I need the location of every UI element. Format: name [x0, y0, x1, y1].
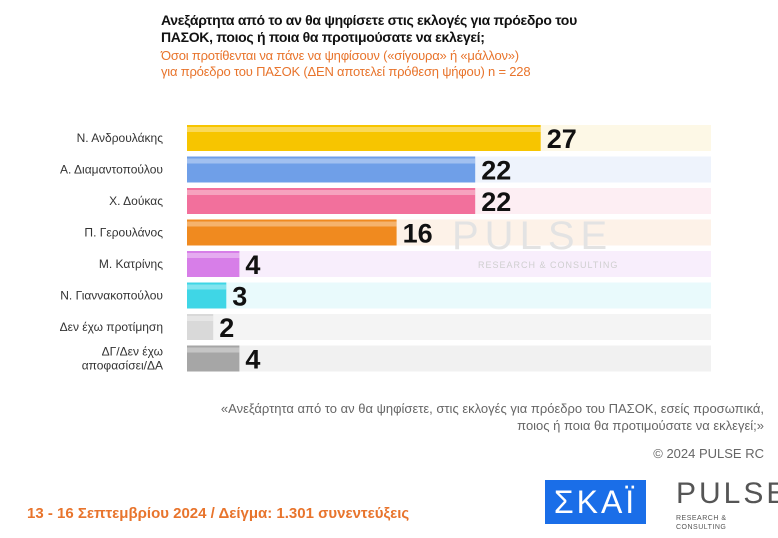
subtitle-line: Όσοι προτίθενται να πάνε να ψηφίσουν («σ… — [161, 48, 519, 63]
value-label: 4 — [245, 250, 260, 280]
bar — [187, 188, 476, 214]
value-label: 2 — [219, 313, 234, 343]
category-label: Ν. Ανδρουλάκης — [77, 131, 164, 145]
bar-track — [187, 314, 711, 340]
bar-highlight — [187, 347, 240, 353]
bar — [187, 125, 541, 151]
category-label: Π. Γερουλάνος — [84, 226, 163, 240]
watermark-sub: RESEARCH & CONSULTING — [478, 260, 619, 270]
bar-chart: Ν. Ανδρουλάκης 27 Α. Διαμαντοπούλου 22 Χ. Δο… — [60, 124, 711, 375]
bar — [187, 219, 397, 246]
subtitle-line: για πρόεδρο του ΠΑΣΟΚ (ΔΕΝ αποτελεί πρόθ… — [161, 64, 531, 79]
chart-title: Ανεξάρτητα από το αν θα ψηφίσετε στις εκ… — [161, 12, 577, 45]
footer-date-sample: 13 - 16 Σεπτεμβρίου 2024 / Δείγμα: 1.301… — [27, 505, 410, 522]
bar-highlight — [187, 253, 240, 258]
question-line: «Ανεξάρτητα από το αν θα ψηφίσετε, στις … — [220, 401, 764, 416]
bar — [187, 345, 240, 372]
bar-highlight — [187, 127, 541, 132]
category-label: ΔΓ/Δεν έχω — [102, 345, 163, 359]
category-label: Μ. Κατρίνης — [99, 257, 163, 271]
bar-highlight — [187, 284, 227, 290]
category-label: Ν. Γιαννακοπούλου — [60, 289, 163, 303]
category-label: Χ. Δούκας — [109, 194, 163, 208]
category-label: Α. Διαμαντοπούλου — [60, 163, 163, 177]
watermark: PULSE — [452, 214, 614, 258]
value-label: 16 — [403, 219, 433, 249]
chart-subtitle: Όσοι προτίθενται να πάνε να ψηφίσουν («σ… — [161, 48, 631, 80]
value-label: 22 — [481, 156, 511, 186]
bar-highlight — [187, 158, 476, 164]
copyright: © 2024 PULSE RC — [653, 446, 764, 461]
category-label: Δεν έχω προτίμηση — [60, 320, 163, 334]
category-label: αποφασίσει/ΔΑ — [82, 359, 163, 373]
value-label: 22 — [481, 187, 511, 217]
bar-highlight — [187, 316, 214, 321]
pulse-logo: PULSE — [676, 477, 778, 510]
value-label: 27 — [547, 124, 577, 154]
question-line: ποιος ή ποια θα προτιμούσατε να εκλεγεί;… — [517, 418, 764, 433]
pulse-logo-sub: RESEARCH & CONSULTING — [676, 515, 727, 531]
bar — [187, 314, 214, 340]
question-text: «Ανεξάρτητα από το αν θα ψηφίσετε, στις … — [221, 400, 764, 434]
bar — [187, 282, 227, 309]
value-label: 4 — [245, 345, 260, 375]
chart-header: Ανεξάρτητα από το αν θα ψηφίσετε στις εκ… — [161, 12, 631, 80]
bar-track — [187, 251, 711, 277]
bar-track — [187, 282, 711, 309]
bar — [187, 251, 240, 277]
bar — [187, 156, 476, 183]
skai-logo: ΣΚΑΪ — [545, 480, 646, 524]
bar-highlight — [187, 221, 397, 227]
bar-highlight — [187, 190, 476, 195]
value-label: 3 — [232, 282, 247, 312]
bar-track — [187, 345, 711, 372]
